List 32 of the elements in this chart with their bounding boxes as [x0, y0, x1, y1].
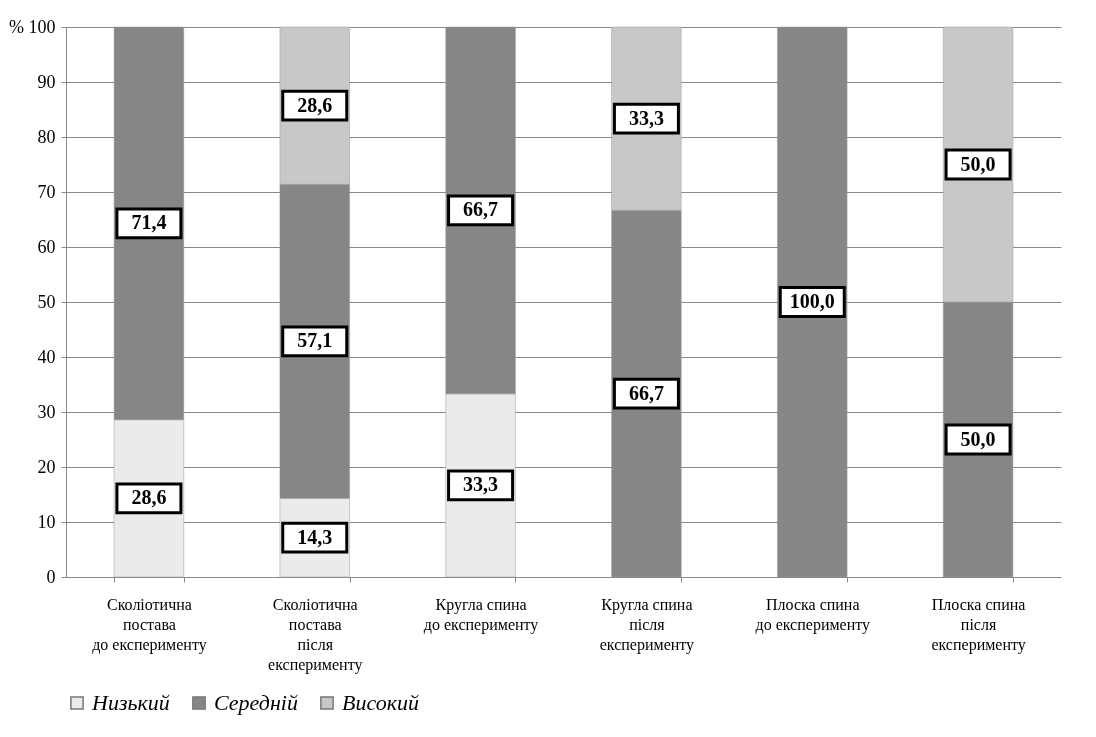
data-label: 33,3: [463, 473, 499, 496]
legend-label: Низький: [91, 690, 170, 715]
data-label: 71,4: [131, 211, 167, 234]
legend-label: Середній: [214, 690, 298, 715]
data-label: 100,0: [789, 290, 835, 312]
y-tick-label: 60: [37, 236, 56, 257]
data-label: 66,7: [463, 198, 499, 221]
x-tick-label: Кругла спина після експерименту: [599, 595, 695, 654]
data-label: 28,6: [297, 93, 333, 116]
data-label: 28,6: [131, 486, 167, 509]
data-label: 57,1: [297, 329, 333, 352]
data-label: 50,0: [960, 152, 996, 175]
y-tick-label: 20: [37, 456, 56, 477]
x-tick-label: Сколіотична постава до експерименту: [92, 595, 207, 654]
y-tick-label: 0: [46, 566, 56, 587]
data-label: 14,3: [297, 525, 333, 548]
x-tick-label: Плоска спина після експерименту: [931, 595, 1026, 654]
data-label: 50,0: [960, 427, 996, 450]
x-tick-label: Плоска спина до експерименту: [755, 595, 871, 634]
y-tick-label: % 100: [9, 16, 56, 37]
y-tick-label: 80: [37, 126, 56, 147]
y-tick-label: 70: [37, 181, 56, 202]
x-tick-label: Сколіотична постава після експерименту: [268, 595, 363, 674]
data-label: 33,3: [628, 106, 664, 129]
legend-label: Високий: [342, 690, 419, 715]
y-tick-label: 40: [37, 346, 56, 367]
y-tick-label: 50: [37, 291, 56, 312]
y-tick-label: 90: [37, 71, 56, 92]
x-tick-label: Кругла спина до експерименту: [423, 595, 539, 634]
data-label: 66,7: [628, 381, 664, 404]
y-tick-label: 30: [37, 401, 56, 422]
y-tick-label: 10: [37, 511, 56, 532]
